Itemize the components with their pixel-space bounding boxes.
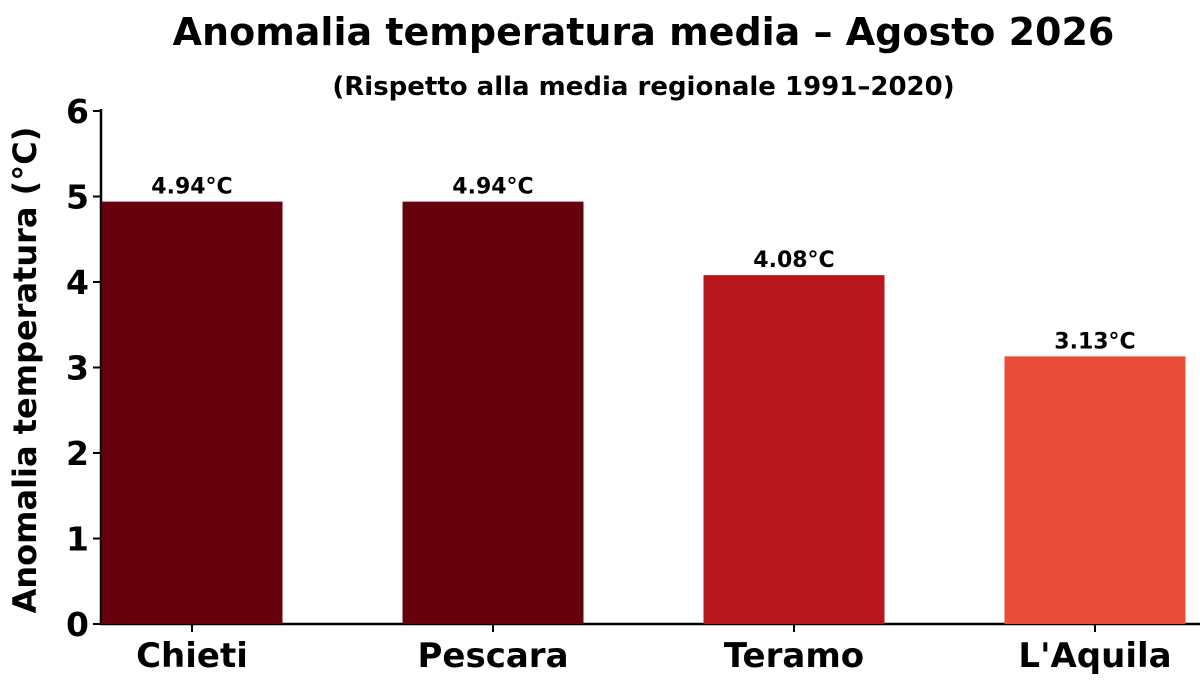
axes: 0 1 2 3 4 5 6 Chieti Pescara Teramo L'Aquila bbox=[66, 92, 1200, 676]
bar-1 bbox=[101, 201, 283, 624]
bar-3 bbox=[703, 275, 885, 624]
y-tick-label: 4 bbox=[66, 263, 89, 302]
bar-value-label: 4.08°C bbox=[753, 248, 834, 273]
bar-value-label: 4.94°C bbox=[151, 175, 232, 200]
y-tick-label: 3 bbox=[66, 349, 89, 388]
x-tick-label: Teramo bbox=[724, 636, 864, 676]
chart-title: Anomalia temperatura media – Agosto 2026 bbox=[172, 10, 1115, 54]
y-tick-label: 0 bbox=[66, 605, 89, 644]
x-tick-label: Chieti bbox=[136, 636, 248, 676]
bar-value-label: 3.13°C bbox=[1054, 329, 1135, 354]
data-labels: 4.94°C 4.94°C 4.08°C 3.13°C bbox=[151, 175, 1135, 355]
bar-2 bbox=[402, 201, 584, 624]
y-tick-label: 5 bbox=[66, 178, 89, 217]
y-tick-label: 2 bbox=[66, 434, 89, 473]
x-tick-label: L'Aquila bbox=[1018, 636, 1171, 676]
chart-subtitle: (Rispetto alla media regionale 1991–2020… bbox=[332, 72, 955, 102]
bar-4 bbox=[1004, 356, 1186, 624]
bars bbox=[101, 201, 1186, 624]
y-tick-label: 6 bbox=[66, 92, 89, 131]
x-tick-label: Pescara bbox=[417, 636, 568, 676]
bar-value-label: 4.94°C bbox=[452, 175, 533, 200]
y-tick-label: 1 bbox=[66, 520, 89, 559]
